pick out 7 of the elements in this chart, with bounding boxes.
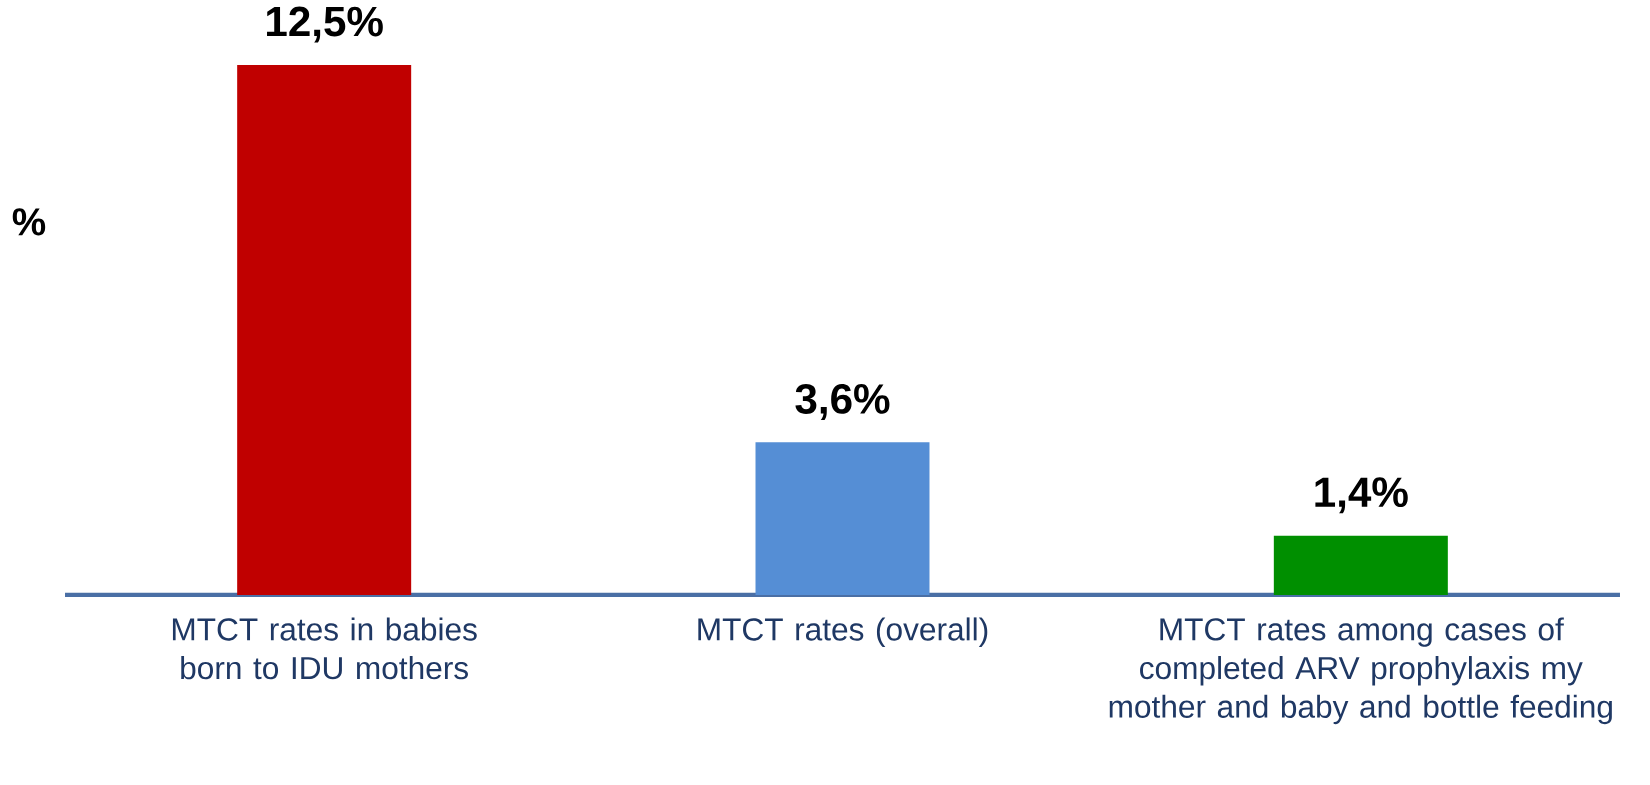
x-tick-label: MTCT rates among cases of completed ARV prophylaxis my mother and baby and bottle feeding <box>1109 617 1612 725</box>
x-tick-label: MTCT rates in babies born to IDU mothers <box>172 617 477 680</box>
x-tick-label: MTCT rates (overall) <box>698 617 988 647</box>
data-label: 3,6% <box>795 383 890 420</box>
data-label: 12,5% <box>267 6 383 43</box>
data-label: 1,4% <box>1315 477 1408 514</box>
y-axis-title: % <box>12 208 46 236</box>
